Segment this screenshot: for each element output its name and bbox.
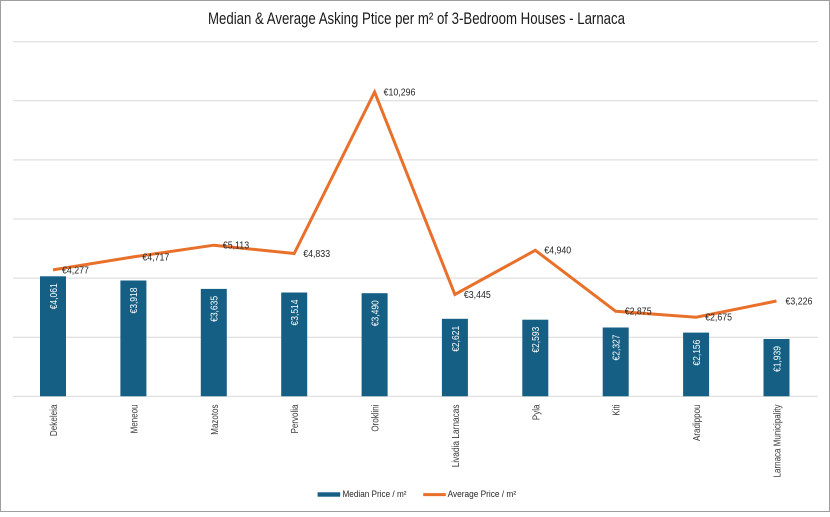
svg-text:€4,833: €4,833 — [303, 249, 330, 260]
svg-text:Average Price / m²: Average Price / m² — [448, 489, 516, 499]
svg-text:€2,327: €2,327 — [612, 334, 623, 360]
svg-text:Pervolia: Pervolia — [290, 404, 301, 433]
svg-text:€4,717: €4,717 — [142, 252, 169, 263]
svg-text:€2,156: €2,156 — [692, 339, 703, 365]
svg-text:€3,918: €3,918 — [129, 287, 140, 313]
svg-text:Aradippou: Aradippou — [692, 405, 703, 442]
svg-text:€10,296: €10,296 — [384, 87, 416, 98]
svg-text:Mazotos: Mazotos — [210, 405, 221, 435]
svg-text:€5,113: €5,113 — [223, 241, 250, 252]
svg-text:Pyla: Pyla — [531, 404, 542, 420]
svg-text:€3,490: €3,490 — [370, 300, 381, 326]
svg-text:Livadia Larnacas: Livadia Larnacas — [451, 405, 462, 468]
svg-text:€2,593: €2,593 — [531, 326, 542, 352]
svg-text:Dekeleia: Dekeleia — [49, 404, 60, 436]
svg-text:€3,514: €3,514 — [290, 299, 301, 325]
svg-text:€4,061: €4,061 — [49, 283, 60, 309]
svg-text:€3,445: €3,445 — [464, 290, 491, 301]
svg-text:€2,675: €2,675 — [705, 313, 732, 324]
svg-text:€2,875: €2,875 — [625, 307, 652, 318]
svg-text:Kiti: Kiti — [612, 405, 623, 416]
svg-text:€2,621: €2,621 — [451, 325, 462, 351]
svg-text:€3,226: €3,226 — [786, 296, 813, 307]
svg-text:€1,939: €1,939 — [772, 346, 783, 372]
svg-text:€4,277: €4,277 — [62, 265, 89, 276]
svg-text:Meneou: Meneou — [129, 405, 140, 434]
svg-text:€3,635: €3,635 — [210, 296, 221, 322]
svg-text:Median & Average Asking Ptice: Median & Average Asking Ptice per m² of … — [208, 10, 626, 28]
svg-text:€4,940: €4,940 — [544, 246, 571, 257]
svg-text:Larnaca Municipality: Larnaca Municipality — [773, 405, 784, 478]
svg-text:Median Price / m²: Median Price / m² — [343, 489, 407, 499]
svg-text:Oroklini: Oroklini — [371, 405, 382, 432]
